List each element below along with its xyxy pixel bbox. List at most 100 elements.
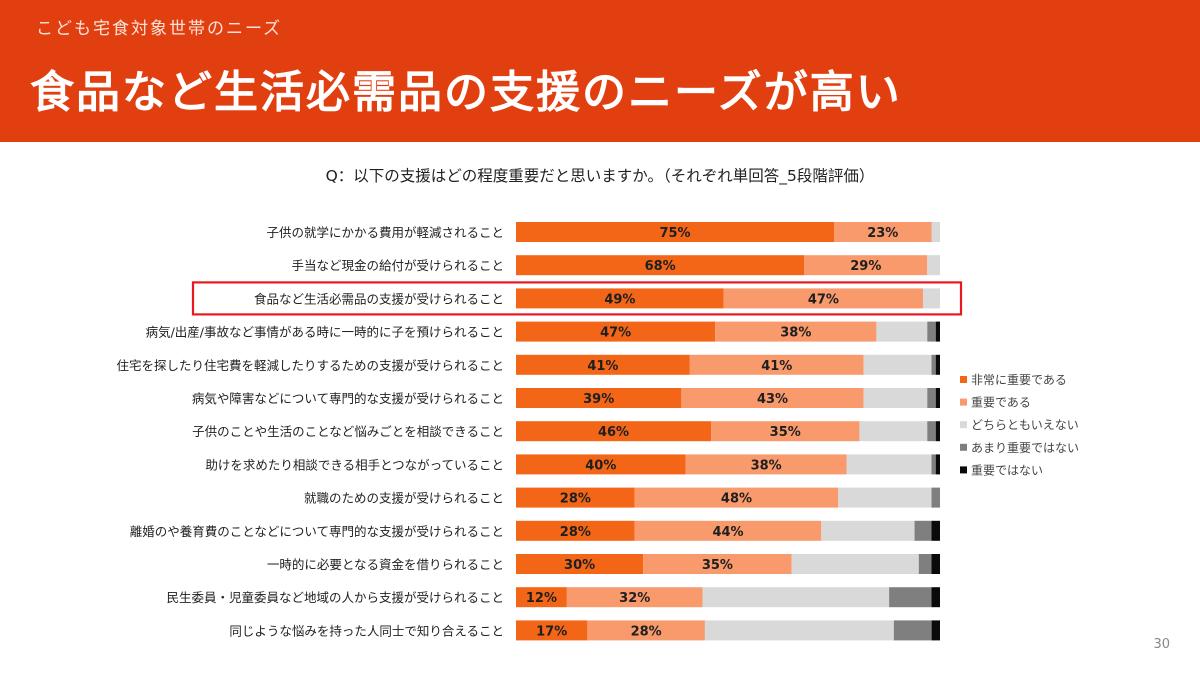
bar-segment bbox=[931, 454, 936, 475]
bar-segment bbox=[931, 620, 940, 641]
bar-segment bbox=[516, 454, 686, 475]
data-label: 28% bbox=[631, 624, 662, 639]
data-label: 29% bbox=[850, 259, 881, 274]
data-label: 39% bbox=[583, 392, 614, 407]
legend-swatch bbox=[960, 376, 967, 383]
bar-segment bbox=[711, 421, 860, 442]
bar-segment bbox=[804, 255, 928, 276]
bar-segment bbox=[516, 321, 716, 342]
data-label: 75% bbox=[659, 226, 690, 241]
category-label: 住宅を探したり住宅費を軽減したりするための支援が受けられること bbox=[116, 358, 504, 373]
bar-segment bbox=[859, 421, 928, 442]
category-label: 一時的に必要となる資金を借りられること bbox=[267, 557, 504, 572]
bar-segment bbox=[927, 421, 936, 442]
data-label: 40% bbox=[585, 458, 616, 473]
bar-segment bbox=[791, 554, 919, 574]
title-banner: こども宅食対象世帯のニーズ 食品など生活必需品の支援のニーズが高い bbox=[0, 0, 1200, 142]
bar-segment bbox=[935, 454, 940, 475]
bar-segment bbox=[935, 421, 940, 442]
data-label: 68% bbox=[645, 259, 676, 274]
bar-segment bbox=[931, 587, 940, 608]
bar-segment bbox=[634, 487, 839, 508]
bar-segment bbox=[889, 587, 932, 608]
bar-segment bbox=[516, 388, 682, 408]
bar-segment bbox=[516, 554, 644, 574]
bar-segment bbox=[516, 288, 724, 309]
category-label: 病気や障害などについて専門的な支援が受けられること bbox=[192, 391, 504, 406]
bar-segment bbox=[702, 587, 890, 608]
legend-label: あまり重要ではない bbox=[971, 441, 1079, 455]
data-label: 28% bbox=[560, 525, 591, 540]
data-label: 38% bbox=[780, 326, 811, 341]
bar-segment bbox=[834, 222, 932, 242]
data-label: 44% bbox=[712, 525, 743, 540]
bar-segment bbox=[681, 388, 864, 408]
data-label: 47% bbox=[808, 292, 839, 307]
bar-segment bbox=[931, 222, 940, 242]
data-label: 47% bbox=[600, 326, 631, 341]
bar-segment bbox=[931, 554, 940, 574]
data-label: 17% bbox=[536, 624, 567, 639]
data-label: 12% bbox=[526, 591, 557, 606]
category-label: 助けを求めたり相談できる相手とつながっていること bbox=[205, 457, 504, 472]
category-label: 離婚のや養育費のことなどについて専門的な支援が受けられること bbox=[130, 524, 504, 539]
legend-swatch bbox=[960, 443, 967, 451]
legend-label: 非常に重要である bbox=[971, 373, 1067, 387]
bar-segment bbox=[516, 587, 567, 608]
legend-label: 重要である bbox=[971, 396, 1031, 410]
data-label: 41% bbox=[761, 359, 792, 374]
data-label: 46% bbox=[598, 425, 629, 440]
category-label: 子供のことや生活のことなど悩みごとを相談できること bbox=[192, 424, 504, 439]
bar-segment bbox=[516, 620, 588, 641]
bar-segment bbox=[516, 520, 635, 541]
bar-segment bbox=[923, 288, 940, 309]
bar-segment bbox=[643, 554, 792, 574]
bar-segment bbox=[516, 487, 635, 508]
category-label: 食品など生活必需品の支援が受けられること bbox=[254, 291, 504, 306]
legend-label: どちらともいえない bbox=[971, 418, 1079, 432]
data-label: 35% bbox=[770, 425, 801, 440]
category-label: 就職のための支援が受けられること bbox=[304, 491, 504, 506]
bar-segment bbox=[863, 354, 932, 375]
data-label: 23% bbox=[867, 226, 898, 241]
data-label: 48% bbox=[721, 492, 752, 507]
bar-segment bbox=[587, 620, 705, 641]
section-subtitle: こども宅食対象世帯のニーズ bbox=[36, 19, 283, 39]
bar-segment bbox=[634, 520, 822, 541]
bar-segment bbox=[723, 288, 924, 309]
data-label: 28% bbox=[560, 492, 591, 507]
bar-segment bbox=[927, 255, 940, 276]
data-label: 43% bbox=[757, 392, 788, 407]
bar-segment bbox=[689, 354, 864, 375]
data-label: 41% bbox=[587, 359, 618, 374]
category-label: 同じような悩みを持った人同士で知り合えること bbox=[229, 623, 504, 638]
data-label: 49% bbox=[604, 292, 635, 307]
legend-swatch bbox=[960, 421, 967, 429]
survey-question: Q：以下の支援はどの程度重要だと思いますか。（それぞれ単回答_5段階評価） bbox=[325, 167, 875, 185]
bar-segment bbox=[516, 421, 712, 442]
bar-segment bbox=[876, 321, 928, 342]
bar-segment bbox=[821, 520, 915, 541]
bar-segment bbox=[715, 321, 877, 342]
data-label: 32% bbox=[619, 591, 650, 606]
bar-segment bbox=[685, 454, 847, 475]
bar-segment bbox=[516, 354, 690, 375]
bar-segment bbox=[931, 487, 940, 508]
bar-segment bbox=[935, 388, 940, 408]
highlight-box bbox=[191, 281, 963, 316]
page-number: 30 bbox=[1153, 637, 1170, 652]
legend-swatch bbox=[960, 466, 967, 474]
bar-segment bbox=[918, 554, 932, 574]
legend-swatch bbox=[960, 398, 967, 406]
bar-segment bbox=[935, 354, 940, 375]
bar-segment bbox=[935, 321, 940, 342]
category-label: 民生委員・児童委員など地域の人から支援が受けられること bbox=[166, 590, 504, 605]
category-label: 手当など現金の給付が受けられること bbox=[291, 258, 504, 273]
bar-segment bbox=[863, 388, 928, 408]
bar-segment bbox=[931, 354, 936, 375]
bar-segment bbox=[566, 587, 703, 608]
bar-segment bbox=[914, 520, 932, 541]
bar-segment bbox=[927, 388, 936, 408]
bar-segment bbox=[838, 487, 932, 508]
